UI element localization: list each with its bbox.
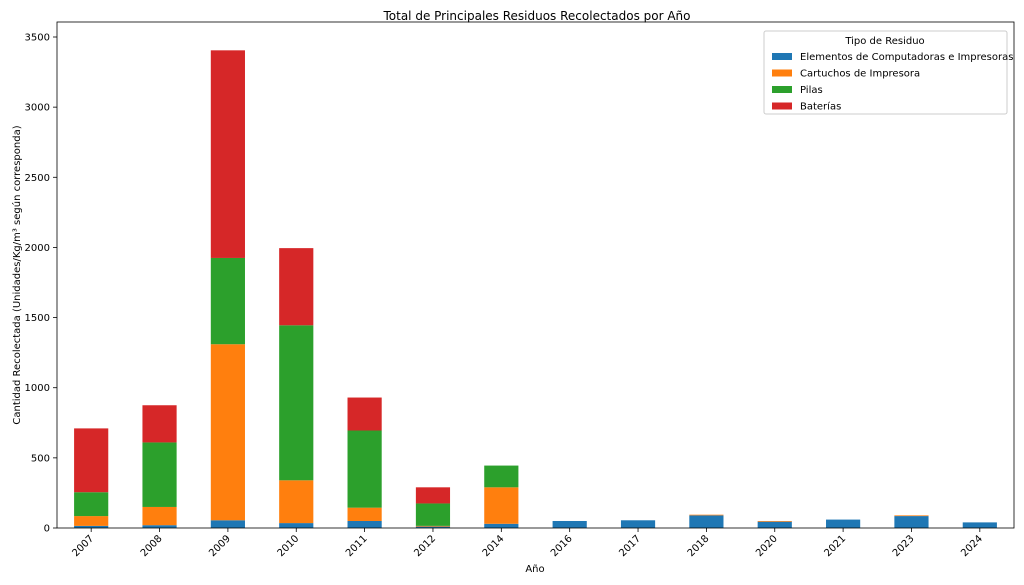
x-tick-label: 2008 [139,533,165,559]
y-tick-label: 3000 [25,103,50,114]
x-tick-label: 2014 [481,533,507,559]
bar-2014-series-1 [484,487,519,524]
x-tick-label: 2023 [891,533,917,559]
x-tick-label: 2020 [754,533,780,559]
bar-2009-series-3 [210,50,245,258]
legend-label: Baterías [800,101,841,113]
chart-title: Total de Principales Residuos Recolectad… [382,9,690,23]
x-tick-label: 2011 [344,533,370,559]
x-tick-label: 2024 [959,533,985,559]
bar-2008-series-1 [142,506,177,526]
legend-title: Tipo de Residuo [844,36,924,47]
y-tick-label: 2000 [25,243,50,254]
y-tick-label: 0 [44,524,50,535]
y-tick-label: 500 [31,453,50,464]
x-tick-label: 2018 [686,533,712,559]
y-tick-label: 1500 [25,313,50,324]
x-axis-label: Año [525,564,544,575]
bar-2024-series-0 [962,522,997,528]
bar-2008-series-0 [142,525,177,528]
x-tick-label: 2009 [207,533,233,559]
bar-2009-series-1 [210,344,245,521]
bar-2009-series-0 [210,520,245,528]
x-tick-label: 2012 [412,533,438,559]
plot-frame [56,21,1015,529]
bar-2012-series-1 [415,525,451,527]
legend: Tipo de Residuo Elementos de Computadora… [763,30,1013,115]
bar-2007-series-2 [74,492,109,517]
bar-2009-series-2 [210,257,245,345]
legend-label: Pilas [800,85,823,96]
bar-2023-series-0 [894,516,929,528]
bar-2008-series-2 [142,442,177,507]
bar-2007-series-0 [74,525,109,528]
x-tick-label: 2007 [71,533,97,559]
y-tick-label: 2500 [25,173,50,184]
bar-2016-series-0 [552,520,587,528]
y-axis: 0 500 1000 1500 2000 2500 3000 3500 [25,33,57,535]
bar-2020-series-0 [757,521,792,528]
bar-2018-series-1 [689,514,724,516]
bar-2011-series-3 [347,397,382,431]
x-tick-label: 2010 [276,533,302,559]
bar-2008-series-3 [142,405,177,443]
legend-entries: Elementos de Computadoras e Impresoras Ca… [772,52,1013,113]
legend-label: Elementos de Computadoras e Impresoras [800,52,1013,63]
bar-2007-series-1 [74,516,109,526]
x-tick-label: 2021 [822,533,848,559]
legend-swatch [772,102,792,110]
bar-2011-series-0 [347,520,382,528]
bars-group [74,50,997,528]
legend-swatch [772,53,792,60]
bar-2012-series-3 [415,487,451,504]
bar-2010-series-3 [279,248,314,326]
legend-box [763,30,1008,115]
bar-2010-series-1 [279,480,314,524]
bar-2010-series-2 [279,325,314,481]
bar-2021-series-0 [826,519,861,528]
bar-2014-series-0 [484,523,519,528]
bar-2012-series-0 [415,526,451,528]
bar-2011-series-2 [347,430,382,508]
y-tick-label: 3500 [25,33,50,44]
bar-2012-series-2 [415,503,451,526]
bar-2018-series-0 [689,515,724,528]
x-tick-label: 2017 [617,533,643,559]
legend-swatch [772,86,792,93]
bar-2023-series-1 [894,515,929,517]
legend-swatch [772,69,792,77]
x-tick-label: 2016 [549,533,575,559]
bar-2020-series-1 [757,520,792,522]
y-tick-label: 1000 [25,383,50,394]
bar-2014-series-2 [484,465,519,488]
y-axis-label: Cantidad Recolectada (Unidades/Kg/m³ seg… [11,125,23,424]
bar-2017-series-0 [620,520,656,528]
bar-2011-series-1 [347,507,382,521]
legend-label: Cartuchos de Impresora [800,69,920,80]
bar-2010-series-0 [279,523,314,528]
x-axis: 2007 2008 2009 2010 2011 2012 2014 2016 2017 2018… [71,528,985,559]
bar-2007-series-3 [74,428,109,493]
